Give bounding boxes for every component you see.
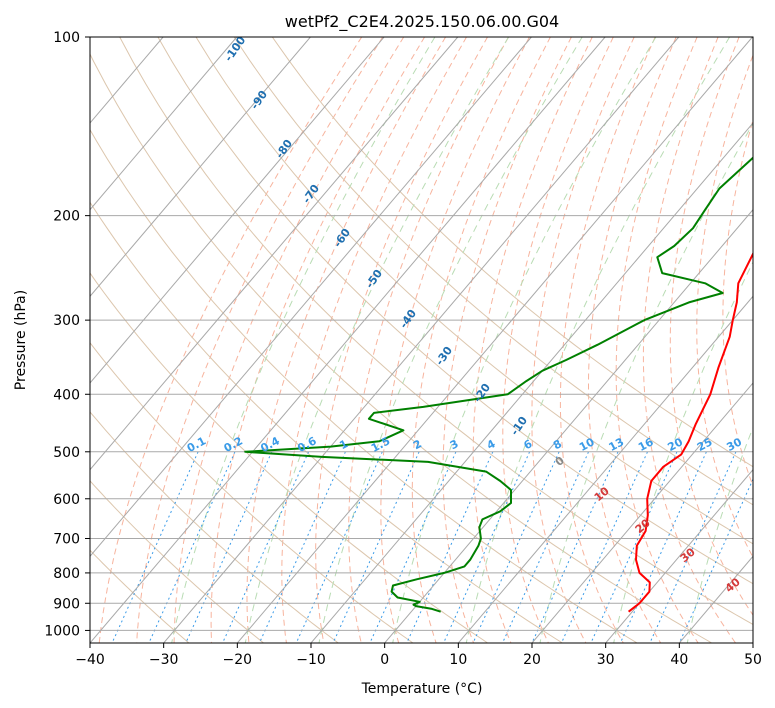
isotherm-line xyxy=(90,37,238,211)
moist-adiabat-line xyxy=(642,37,737,643)
moist-adiabat-line xyxy=(348,37,509,643)
y-tick-label: 300 xyxy=(53,313,80,329)
mixing-ratio-label: 25 xyxy=(695,435,715,454)
dry-adiabat-line xyxy=(90,411,339,643)
moist-adiabat-line xyxy=(722,118,753,488)
temperature-profile-line xyxy=(627,251,753,613)
profile-series xyxy=(244,156,753,613)
y-tick-label: 100 xyxy=(53,30,80,46)
y-tick-label: 700 xyxy=(53,532,80,548)
chart-title: wetPf2_C2E4.2025.150.06.00.G04 xyxy=(285,12,559,32)
moist-adiabat-line xyxy=(173,37,405,643)
moist-adiabat-line xyxy=(411,37,551,643)
y-tick-label: 500 xyxy=(53,445,80,461)
moist-adiabat-line xyxy=(559,37,656,643)
plot-frame xyxy=(89,36,754,644)
moist-adiabat-line xyxy=(531,37,635,643)
moist-adiabat-line xyxy=(136,37,384,643)
dry-adiabat-line xyxy=(157,37,753,585)
isotherm-line xyxy=(457,295,753,643)
y-tick-label: 600 xyxy=(53,492,80,508)
x-tick-label: 20 xyxy=(523,652,541,668)
dry-adiabat-line xyxy=(119,37,753,625)
y-axis-label: Pressure (hPa) xyxy=(13,290,29,390)
moist-adiabat-line xyxy=(380,37,530,643)
x-tick-label: −10 xyxy=(296,652,326,668)
dry-adiabat-line xyxy=(90,549,190,643)
x-tick-label: −20 xyxy=(223,652,253,668)
x-tick-label: 30 xyxy=(597,652,615,668)
dry-adiabat-line xyxy=(195,37,753,545)
y-tick-label: 900 xyxy=(53,596,80,612)
green-guide-line xyxy=(392,37,657,643)
x-tick-label: −30 xyxy=(149,652,179,668)
x-tick-label: 10 xyxy=(449,652,467,668)
isotherm-line xyxy=(236,37,753,643)
isotherm-line xyxy=(90,37,606,643)
green-guide-line xyxy=(539,122,753,643)
moist-adiabat-line xyxy=(98,37,363,643)
dry-adiabat-line xyxy=(90,201,563,643)
green-guide-line xyxy=(244,37,510,643)
dry-adiabat-line xyxy=(90,480,264,643)
isotherm-line xyxy=(531,382,753,643)
y-tick-label: 1000 xyxy=(44,623,80,639)
dry-adiabat-line xyxy=(233,37,753,506)
axis-ticks: −40 −30 −20 −10 0 10 20 30 40 50 100 200 300 400 500 60… xyxy=(44,30,762,668)
isotherm-line xyxy=(605,468,753,643)
x-axis-label: Temperature (°C) xyxy=(361,681,483,697)
y-tick-label: 400 xyxy=(53,387,80,403)
isotherm-line xyxy=(90,37,385,384)
dry-adiabat-line xyxy=(90,272,488,643)
mixing-ratio-label: 16 xyxy=(636,435,656,454)
dewpoint-profile-line xyxy=(244,156,753,613)
moist-adiabat-line xyxy=(246,37,447,643)
green-guide-line xyxy=(613,261,753,643)
green-guide-line xyxy=(465,37,731,643)
grid-lines xyxy=(90,37,753,643)
mixing-ratio-label: 13 xyxy=(607,435,627,454)
dry-adiabat-line xyxy=(271,37,753,468)
x-tick-label: 0 xyxy=(380,652,389,668)
green-guide-line xyxy=(318,37,583,643)
mixing-ratio-label: 10 xyxy=(577,435,597,454)
isotherm-line xyxy=(384,208,753,643)
moist-adiabat-line xyxy=(315,37,488,643)
isotherm-line xyxy=(163,37,680,643)
mixing-ratio-label: 20 xyxy=(665,435,685,454)
moist-adiabat-line xyxy=(210,37,426,643)
moist-adiabat-line xyxy=(669,37,753,617)
isotherm-line xyxy=(90,37,311,298)
x-tick-label: 40 xyxy=(670,652,688,668)
mixing-ratio-label: 30 xyxy=(724,435,744,454)
y-tick-label: 800 xyxy=(53,566,80,582)
dry-adiabat-line xyxy=(90,128,638,643)
isotherm-line xyxy=(310,122,753,643)
isotherm-line xyxy=(90,37,532,558)
background-lines xyxy=(90,37,753,643)
y-tick-label: 200 xyxy=(53,209,80,225)
moist-adiabat-line xyxy=(615,37,699,643)
green-guide-line xyxy=(171,37,436,643)
x-tick-label: −40 xyxy=(75,652,105,668)
isotherm-line xyxy=(90,37,459,471)
x-tick-label: 50 xyxy=(744,652,762,668)
